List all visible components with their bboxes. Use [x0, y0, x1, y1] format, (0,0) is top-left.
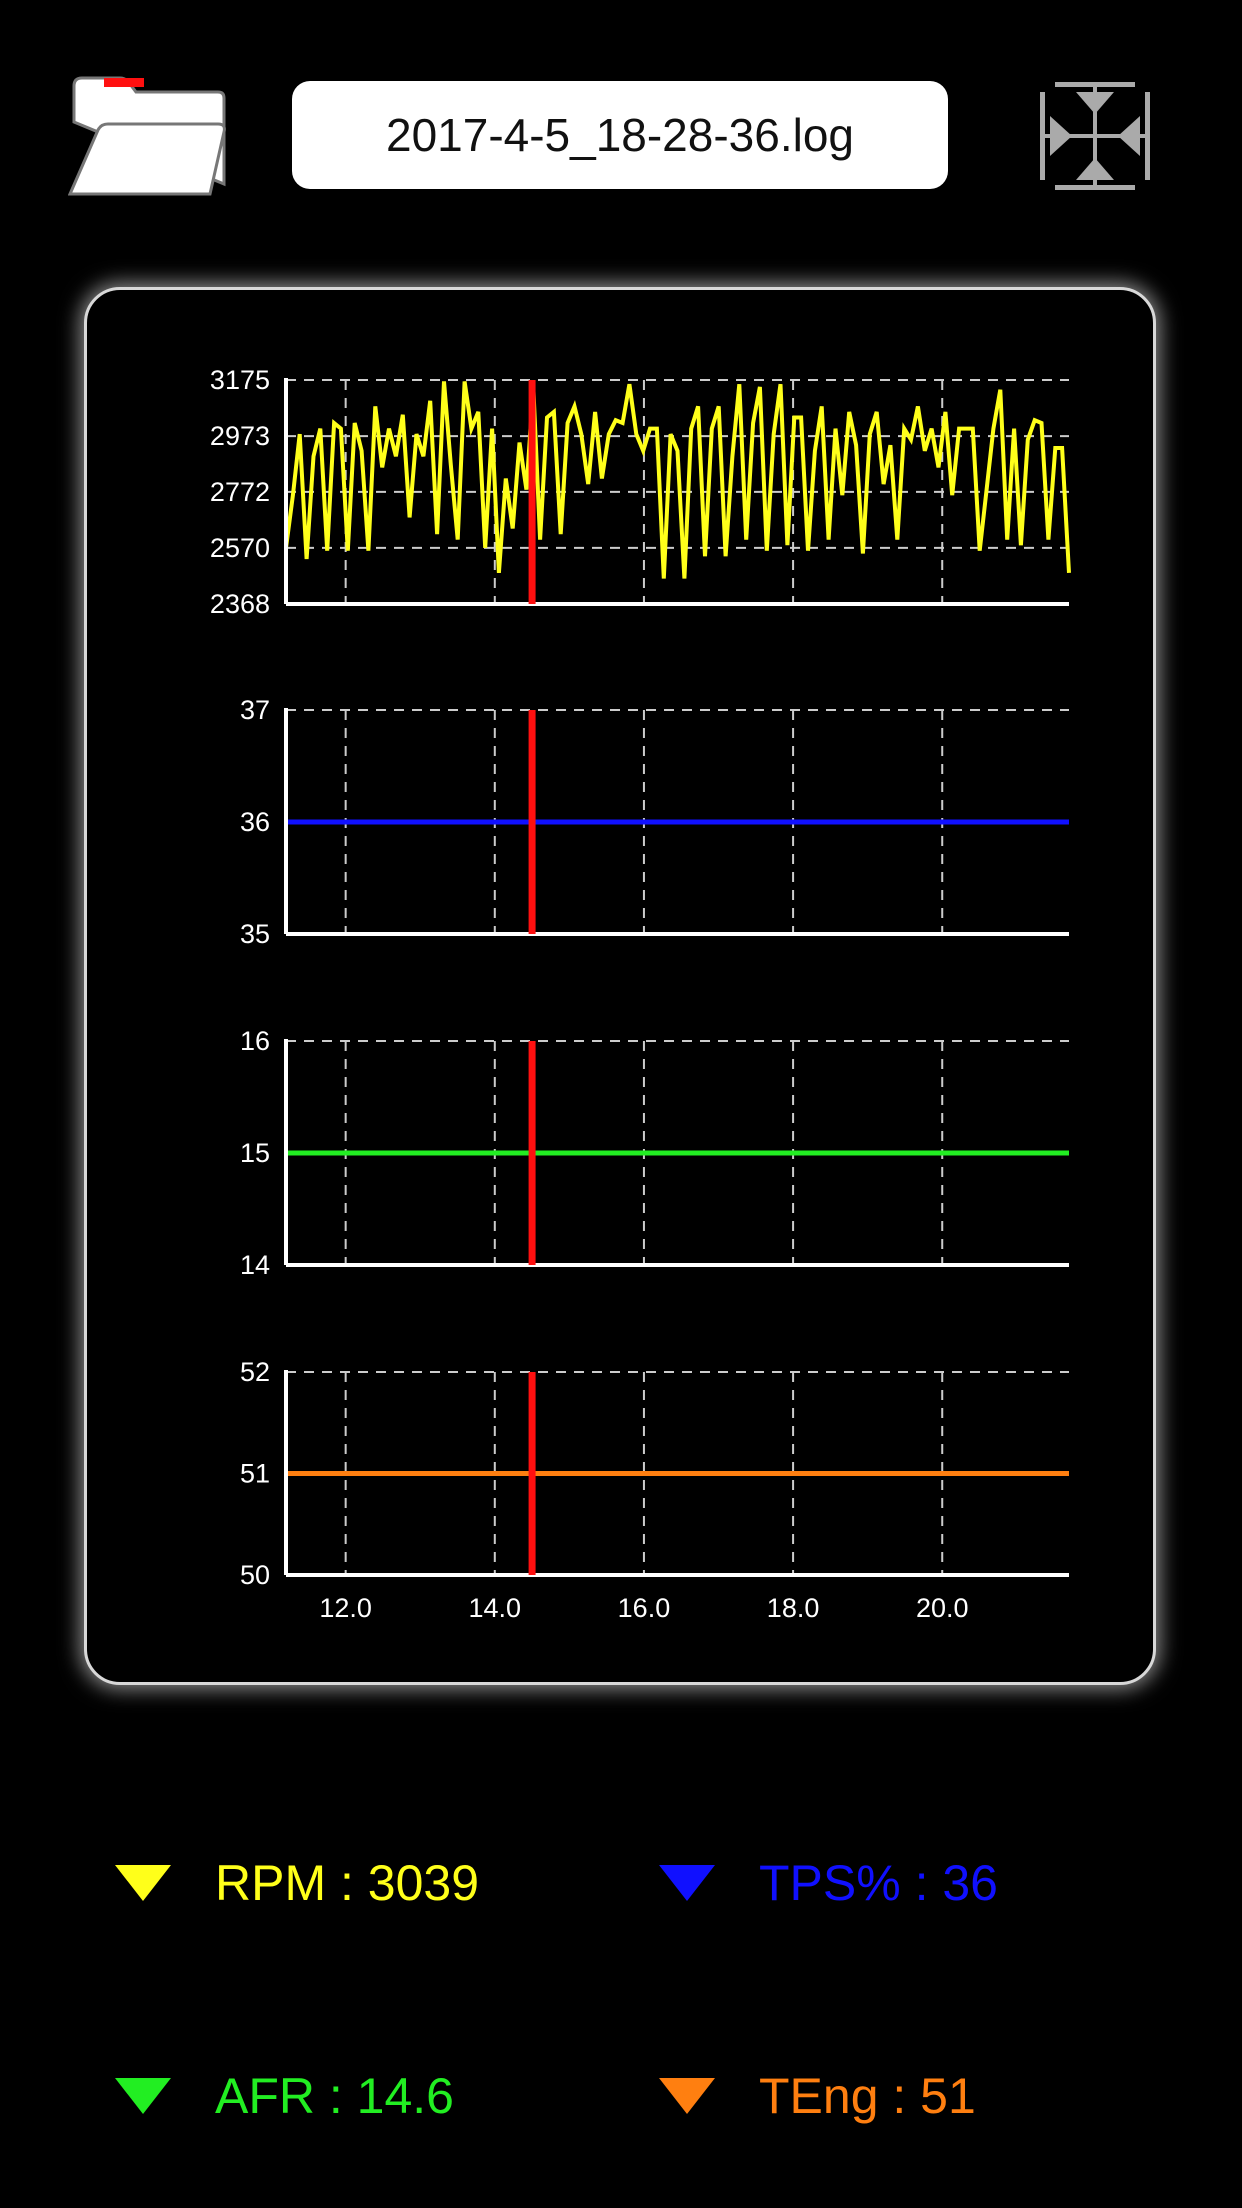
teng-ytick-label: 52: [240, 1357, 270, 1387]
xtick-label: 16.0: [618, 1593, 671, 1623]
xtick-label: 20.0: [916, 1593, 969, 1623]
legend-rpm-label: RPM : 3039: [215, 1855, 480, 1911]
folder-open-icon: [67, 76, 226, 196]
legend-rpm[interactable]: RPM : 3039: [115, 1848, 479, 1918]
afr-ytick-label: 15: [240, 1138, 270, 1168]
rpm-ytick-label: 2973: [210, 421, 270, 451]
fit-to-screen-button[interactable]: [1040, 82, 1150, 190]
legend-teng-label: TEng : 51: [759, 2068, 976, 2124]
afr-ytick-label: 14: [240, 1250, 270, 1280]
legend-tps-label: TPS% : 36: [759, 1855, 998, 1911]
rpm-ytick-label: 2570: [210, 533, 270, 563]
rpm-ytick-label: 2772: [210, 477, 270, 507]
teng-ytick-label: 50: [240, 1560, 270, 1590]
rpm-series-line: [284, 381, 1071, 579]
tps-ytick-label: 37: [240, 695, 270, 725]
xtick-label: 18.0: [767, 1593, 820, 1623]
rpm-ytick-label: 3175: [210, 365, 270, 395]
triangle-down-icon: [659, 2078, 715, 2114]
filename-text: 2017-4-5_18-28-36.log: [385, 109, 855, 161]
legend-teng[interactable]: TEng : 51: [659, 2061, 976, 2131]
top-bar: 2017-4-5_18-28-36.log: [0, 0, 1242, 260]
tps-ytick-label: 35: [240, 919, 270, 949]
legend-afr[interactable]: AFR : 14.6: [115, 2061, 454, 2131]
triangle-down-icon: [115, 2078, 171, 2114]
tps-ytick-label: 36: [240, 807, 270, 837]
charts-svg[interactable]: 3175 2973 2772 2570 2368 37 36 35 16 15 14 52 51 50 12…: [87, 290, 1153, 1682]
open-folder-button[interactable]: [67, 72, 228, 202]
fit-to-screen-icon: [1040, 82, 1150, 190]
teng-ytick-label: 51: [240, 1459, 270, 1489]
xtick-label: 14.0: [469, 1593, 522, 1623]
legend-tps[interactable]: TPS% : 36: [659, 1848, 998, 1918]
triangle-down-icon: [115, 1865, 171, 1901]
filename-display[interactable]: 2017-4-5_18-28-36.log: [292, 81, 948, 189]
legend-afr-label: AFR : 14.6: [215, 2068, 454, 2124]
afr-ytick-label: 16: [240, 1026, 270, 1056]
chart-panel[interactable]: 3175 2973 2772 2570 2368 37 36 35 16 15 14 52 51 50 12…: [84, 287, 1156, 1685]
triangle-down-icon: [659, 1865, 715, 1901]
xtick-label: 12.0: [319, 1593, 372, 1623]
rpm-ytick-label: 2368: [210, 589, 270, 619]
